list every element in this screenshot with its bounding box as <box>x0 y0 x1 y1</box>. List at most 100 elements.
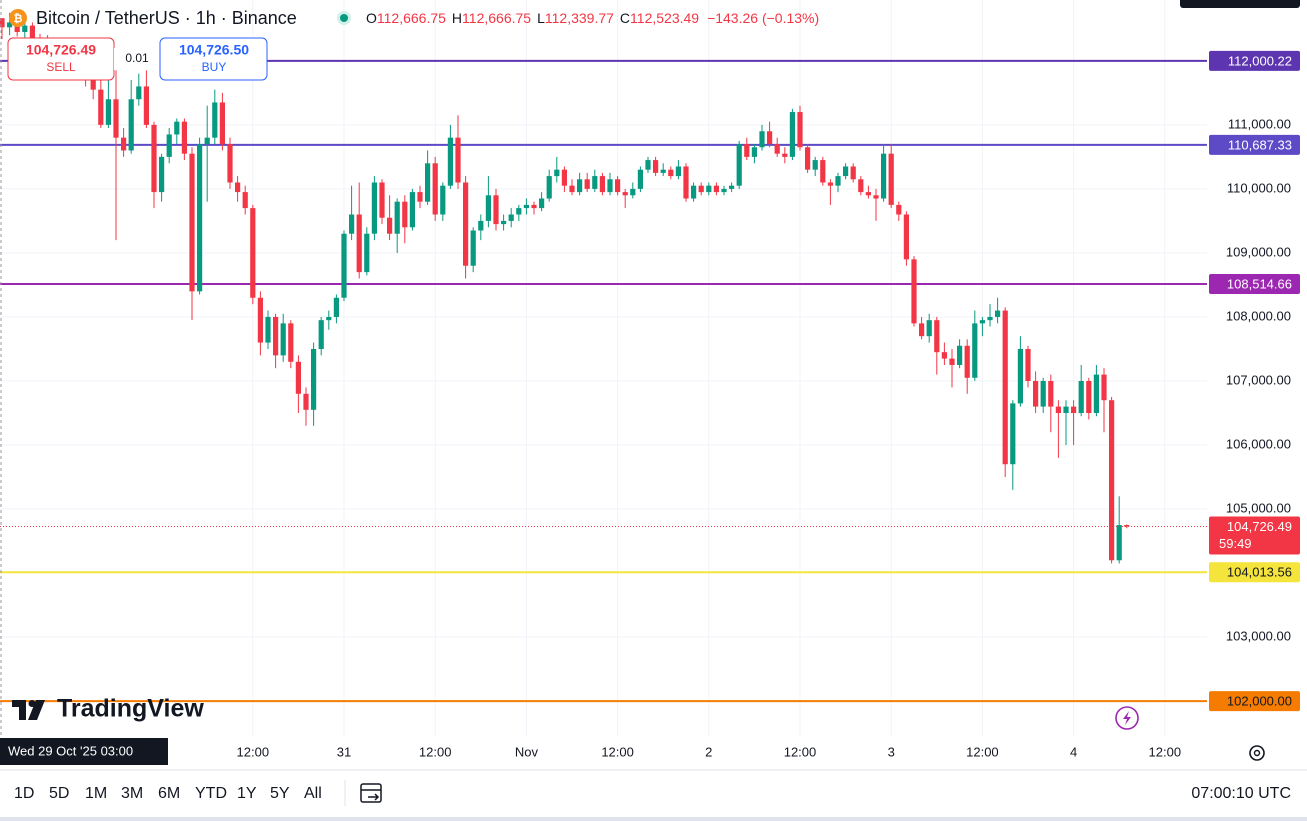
y-tick-label: 103,000.00 <box>1226 629 1291 644</box>
settings-icon[interactable] <box>1249 745 1265 761</box>
candle-body <box>151 124 157 193</box>
candle-body <box>729 185 735 189</box>
last-price-tag <box>1209 516 1300 555</box>
candle-body <box>197 144 203 292</box>
range-button[interactable]: 5Y <box>270 785 290 802</box>
alert-icon[interactable] <box>1115 706 1139 730</box>
candle-body <box>987 316 993 321</box>
range-button[interactable]: 1M <box>85 785 107 802</box>
candle-body <box>0 18 5 28</box>
buy-box[interactable] <box>159 37 268 81</box>
price-line-label: 102,000.00 <box>1227 694 1292 709</box>
last-price-label: 104,726.49 <box>1227 519 1292 534</box>
x-tick-label: Nov <box>515 744 539 759</box>
candle-body <box>288 323 294 362</box>
price-line-label: 104,013.56 <box>1227 565 1292 580</box>
candle-body <box>1093 374 1099 414</box>
candle-body <box>751 147 757 157</box>
range-button[interactable]: All <box>304 785 322 802</box>
range-button[interactable]: YTD <box>195 785 227 802</box>
candle-body <box>812 160 818 170</box>
candle-body <box>425 163 431 202</box>
clock: 07:00:10 UTC <box>1191 785 1291 802</box>
candle-body <box>660 169 666 173</box>
crosshair-time: Wed 29 Oct '25 03:00 <box>8 743 133 758</box>
candle-body <box>858 179 864 193</box>
candle-body <box>14 22 20 33</box>
candle-body <box>1078 380 1084 414</box>
y-tick-label: 107,000.00 <box>1226 372 1291 387</box>
candle-body <box>387 217 393 234</box>
candle-body <box>744 144 750 157</box>
x-tick-label: 12:00 <box>1149 744 1182 759</box>
range-button[interactable]: 5D <box>49 785 69 802</box>
header: ₿ Bitcoin / TetherUS · 1h · Binance O112… <box>9 8 819 28</box>
candle-body <box>683 166 689 199</box>
buy-price[interactable]: 104,726.50 <box>179 42 249 58</box>
x-tick-label: 4 <box>1070 744 1077 759</box>
candle-body <box>584 179 590 189</box>
candle-body <box>607 179 613 193</box>
candle-body <box>1040 380 1046 407</box>
buy-label[interactable]: BUY <box>202 60 227 74</box>
logo-mark <box>12 700 26 720</box>
candle-body <box>637 169 643 189</box>
candle-body <box>675 166 681 177</box>
candle-body <box>546 176 552 199</box>
candle-body <box>463 182 469 266</box>
calendar-arrow[interactable] <box>368 793 380 801</box>
candle-body <box>881 153 887 199</box>
price-line-tag <box>1209 134 1300 155</box>
candle-body <box>516 208 522 215</box>
candle-body <box>1055 406 1061 414</box>
buy-button[interactable]: 104,726.50 BUY <box>159 37 268 81</box>
candle-body <box>706 185 712 193</box>
candle-body <box>128 99 134 151</box>
sell-button[interactable]: 104,726.49 SELL <box>7 37 115 81</box>
range-button[interactable]: 1D <box>14 785 34 802</box>
candle-body <box>364 233 370 273</box>
crosshair-time-box <box>0 738 168 765</box>
candle-body <box>333 297 339 317</box>
settings-core[interactable] <box>1253 749 1261 757</box>
candle-body <box>911 259 917 324</box>
candle-body <box>379 182 385 218</box>
range-button[interactable]: 6M <box>158 785 180 802</box>
sell-price[interactable]: 104,726.49 <box>26 42 96 58</box>
quantity-box[interactable] <box>114 48 160 70</box>
low-value: 112,339.77 <box>545 10 614 26</box>
calendar-frame[interactable] <box>360 783 382 803</box>
alert-bolt[interactable] <box>1123 711 1131 725</box>
candle-body <box>774 144 780 154</box>
candle-body <box>1124 525 1130 527</box>
candle-body <box>394 201 400 234</box>
candle-body <box>827 182 833 186</box>
candle-body <box>235 182 241 193</box>
candle-body <box>447 137 453 186</box>
quantity[interactable]: 0.01 <box>125 51 149 65</box>
candle-body <box>273 316 279 356</box>
sell-label[interactable]: SELL <box>46 60 76 74</box>
range-button[interactable]: 3M <box>121 785 143 802</box>
candle-body <box>440 185 446 215</box>
candle-body <box>789 112 795 157</box>
candle-body <box>90 80 96 90</box>
candle-body <box>341 233 347 298</box>
candle-body <box>485 195 491 221</box>
candle-body <box>888 153 894 205</box>
open-label: O <box>366 10 377 26</box>
x-tick-label: 12:00 <box>237 744 270 759</box>
high-value: 112,666.75 <box>462 10 531 26</box>
candle-body <box>7 22 13 28</box>
candle-body <box>1017 348 1023 404</box>
candle-body <box>615 179 621 193</box>
date-range-icon[interactable] <box>360 783 382 803</box>
range-button[interactable]: 1Y <box>237 785 257 802</box>
candle-body <box>713 185 719 193</box>
logo-text: TradingView <box>57 695 204 723</box>
candle-body <box>265 316 271 343</box>
candles <box>0 12 1130 564</box>
candle-body <box>1010 403 1016 465</box>
y-tick-label: 108,000.00 <box>1226 308 1291 323</box>
logo-dot <box>28 700 36 707</box>
